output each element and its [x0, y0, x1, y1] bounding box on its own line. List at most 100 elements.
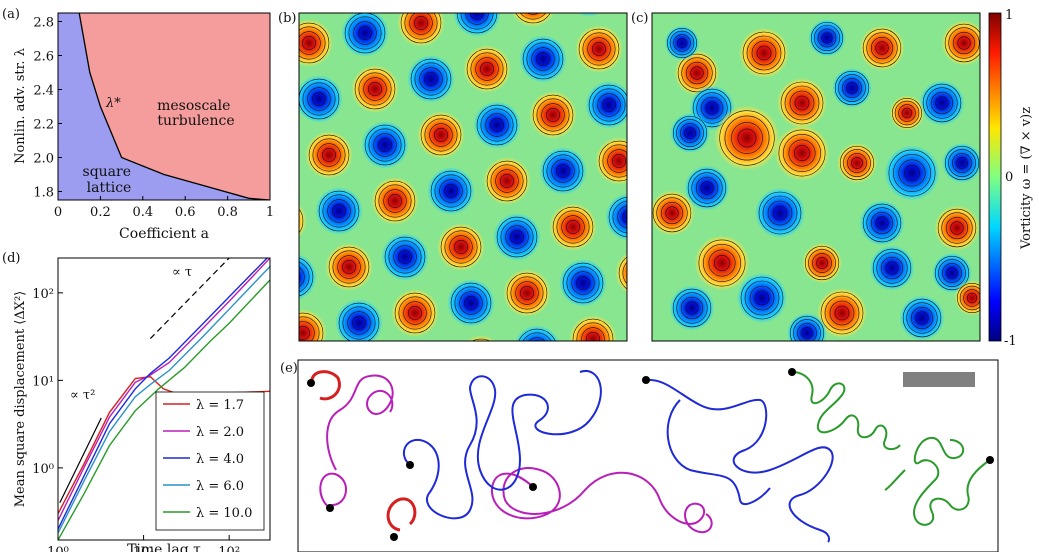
contour-line	[824, 295, 860, 331]
contour-line	[302, 82, 336, 116]
y-tick-label-d: 10¹	[32, 374, 54, 389]
panel-d: 10⁰ 10⁰ 10¹ 10¹ 10² 10² ∝ τ ∝ τ² λ = 1.7 λ = 2…	[13, 257, 271, 552]
contour-line	[456, 13, 498, 34]
vortex-negative	[299, 75, 343, 123]
contour-line	[676, 37, 688, 49]
boundary-label: λ*	[105, 96, 121, 111]
contour-line	[500, 174, 514, 188]
x-tick-label-a: 1	[266, 205, 274, 220]
contour-line	[705, 101, 719, 115]
contour-line	[363, 77, 387, 101]
contour-line	[526, 0, 539, 10]
contour-line	[660, 201, 684, 225]
contour-line	[592, 88, 626, 122]
contour-line	[520, 286, 534, 300]
y-tick-label-d: 10²	[32, 287, 54, 302]
contour-line	[312, 138, 346, 172]
contour-line	[672, 288, 712, 328]
panel-e	[297, 359, 999, 552]
contour-line	[358, 26, 372, 40]
vortex-positive	[575, 25, 623, 73]
vortex-negative	[755, 188, 805, 238]
contour-line	[470, 13, 484, 20]
contour-line	[347, 311, 371, 335]
contour-line	[902, 298, 942, 338]
y-tick-label-a: 2.6	[33, 50, 54, 65]
contour-line	[789, 90, 815, 116]
vortex-positive	[774, 125, 830, 181]
contour-line	[410, 58, 452, 100]
contour-line	[588, 84, 627, 126]
contour-line	[724, 115, 770, 161]
contour-line	[839, 145, 875, 181]
contour-line	[690, 66, 704, 80]
contour-line	[740, 276, 784, 320]
contour-line	[607, 149, 627, 173]
contour-line	[673, 34, 691, 52]
contour-line	[420, 114, 462, 156]
contour-line	[299, 316, 320, 341]
contour-line	[450, 282, 492, 324]
vortex-negative	[447, 279, 495, 327]
vortex-positive	[391, 289, 439, 337]
contour-line	[373, 133, 397, 157]
contour-line	[612, 200, 627, 234]
contour-line	[454, 240, 468, 254]
x-axis-label-a: Coefficient a	[119, 226, 209, 242]
contour-line	[312, 92, 326, 106]
colorbar-tick-max: 1	[1005, 8, 1013, 23]
contour-line	[784, 85, 820, 121]
contour-line	[414, 62, 448, 96]
contour-line	[952, 31, 976, 55]
contour-line	[816, 257, 828, 269]
legend-label-4: λ = 10.0	[196, 506, 252, 521]
contour-line	[384, 236, 426, 278]
contour-line	[496, 216, 538, 258]
contour-line	[485, 113, 509, 137]
contour-line	[475, 57, 499, 81]
vortex-negative	[942, 143, 980, 183]
vortex-negative	[859, 200, 905, 246]
vortex-negative	[669, 285, 715, 331]
contour-line	[393, 245, 417, 269]
contour-line	[430, 170, 472, 212]
contour-line	[875, 216, 889, 230]
vortex-field-c	[652, 19, 980, 341]
contour-line	[622, 210, 627, 224]
contour-line	[948, 149, 976, 177]
contour-line	[464, 296, 478, 310]
panel-label-b: (b)	[278, 11, 296, 26]
contour-line	[700, 181, 714, 195]
colorbar-gradient	[988, 12, 1002, 342]
axes-ticks-d: 10⁰ 10⁰ 10¹ 10¹ 10² 10²	[32, 287, 240, 552]
vortex-positive	[739, 28, 789, 78]
start-dot	[406, 461, 414, 469]
contour-line	[354, 68, 396, 110]
vortex-negative	[664, 25, 700, 61]
contour-line	[810, 21, 844, 55]
contour-line	[585, 13, 593, 14]
contour-line	[793, 145, 810, 162]
contour-line	[782, 134, 821, 173]
guide-tau2-line	[59, 417, 102, 503]
vortex-positive	[569, 315, 617, 341]
contour-line	[542, 150, 584, 192]
contour-line	[944, 23, 980, 63]
contour-line	[299, 273, 300, 281]
scale-bar	[903, 372, 975, 387]
vortex-positive	[859, 25, 905, 71]
vortex-positive	[941, 20, 980, 66]
contour-line	[838, 74, 866, 102]
contour-line	[910, 306, 934, 330]
vortex-positive	[371, 177, 419, 225]
contour-line	[439, 179, 463, 203]
y-tick-label-a: 2.2	[33, 118, 54, 133]
vortex-negative	[899, 295, 945, 341]
contour-line	[495, 169, 519, 193]
contour-line	[793, 319, 821, 341]
contour-line	[342, 306, 376, 340]
contour-line	[299, 261, 310, 293]
start-dot	[326, 504, 334, 512]
series-line-2	[58, 258, 269, 530]
